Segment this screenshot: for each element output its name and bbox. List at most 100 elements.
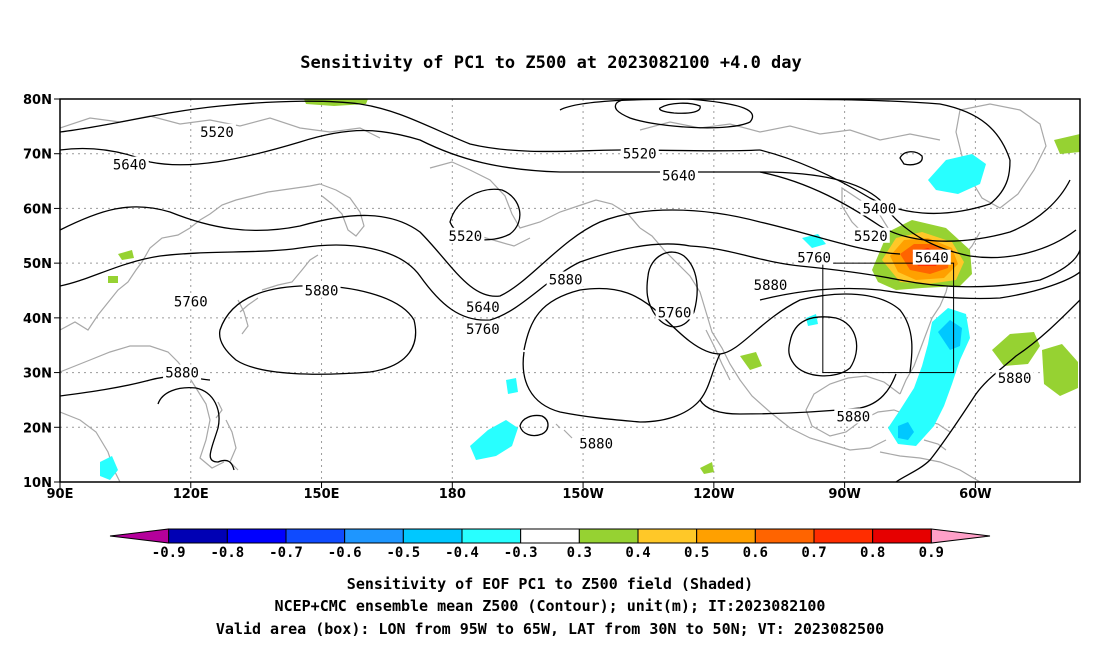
shade-blue-east-us xyxy=(938,320,962,350)
colorbar-swatch xyxy=(754,528,815,544)
colorbar-arrow-right xyxy=(930,528,991,544)
colorbar-swatch xyxy=(578,528,639,544)
colorbar-swatch xyxy=(872,528,932,544)
z500-contours xyxy=(60,99,1080,482)
lon-tick-label: 180 xyxy=(439,487,466,502)
contour-label: 5760 xyxy=(797,251,831,267)
contour-5880-atlantic xyxy=(895,299,1080,482)
shade-cyan-greenland xyxy=(928,154,986,194)
colorbar-label: 0.4 xyxy=(625,545,650,561)
colorbar-swatch xyxy=(813,528,874,544)
colorbar-swatch xyxy=(637,528,698,544)
contour-label: 5880 xyxy=(549,273,583,289)
figure-title: Sensitivity of PC1 to Z500 at 2023082100… xyxy=(300,53,802,73)
contour-5760-canada xyxy=(689,245,1080,288)
colorbar-arrow-left xyxy=(109,528,170,544)
colorbar-label: -0.5 xyxy=(386,545,420,561)
contour-5880-closed-hawaii xyxy=(519,414,549,437)
coastline-baja xyxy=(705,329,731,381)
lon-tick-label: 120W xyxy=(693,487,734,502)
colorbar-label: -0.7 xyxy=(269,545,303,561)
contour-label-bg xyxy=(834,408,873,424)
contour-label-bg xyxy=(659,167,698,183)
contour-5880-caribbean xyxy=(699,373,897,415)
contour-label: 5760 xyxy=(466,322,500,338)
colorbar-swatch xyxy=(168,528,228,544)
contour-label: 5880 xyxy=(305,284,339,300)
contour-label-bg xyxy=(463,320,502,336)
colorbar-label: 0.6 xyxy=(743,545,768,561)
caption-line-2: NCEP+CMC ensemble mean Z500 (Contour); u… xyxy=(275,597,826,615)
colorbar-label: -0.3 xyxy=(504,545,538,561)
longitude-ticks: 90E 120E 150E 180 150W 120W 90W 60W xyxy=(47,482,992,502)
contour-label-bg xyxy=(546,271,585,287)
colorbar-label: 0.5 xyxy=(684,545,709,561)
lat-tick-label: 80N xyxy=(23,93,52,108)
shade-green-greenland-east xyxy=(1054,134,1080,154)
contour-label-bg xyxy=(995,370,1034,386)
colorbar-swatch xyxy=(285,528,346,544)
shade-green-atlantic-2 xyxy=(1042,344,1078,396)
valid-area-box xyxy=(822,262,955,374)
contour-label-bg xyxy=(795,249,834,265)
lat-tick-label: 40N xyxy=(23,312,52,327)
lat-tick-label: 10N xyxy=(23,476,52,491)
colorbar-label: -0.4 xyxy=(445,545,479,561)
colorbar-label: 0.3 xyxy=(567,545,592,561)
contour-label: 5400 xyxy=(863,201,897,217)
colorbar-label: -0.6 xyxy=(328,545,362,561)
coastline-canada-north xyxy=(639,121,941,141)
contour-labels: 5520 5640 5520 5640 5520 5400 5520 5760 5640 5760… xyxy=(110,123,1034,453)
colorbar-label: 0.9 xyxy=(919,545,944,561)
colorbar-swatch xyxy=(402,528,463,544)
contour-label: 5880 xyxy=(754,278,788,294)
lat-tick-label: 70N xyxy=(23,148,52,163)
colorbar-label: 0.8 xyxy=(860,545,885,561)
contour-label-bg xyxy=(655,304,694,320)
caption-line-1: Sensitivity of EOF PC1 to Z500 field (Sh… xyxy=(347,575,753,593)
shade-cyan-central-pacific xyxy=(470,420,518,460)
contour-label-bg xyxy=(446,227,485,243)
contour-label: 5640 xyxy=(466,300,500,316)
lon-tick-label: 150W xyxy=(562,487,603,502)
contour-label-bg xyxy=(912,249,951,265)
contour-5880-south-pacific xyxy=(522,351,721,423)
contour-label: 5880 xyxy=(836,409,870,425)
contour-label-bg xyxy=(620,145,659,161)
contour-north-high xyxy=(614,99,753,129)
colorbar-label: -0.9 xyxy=(152,545,186,561)
contour-5880-closed-us xyxy=(788,316,858,377)
shade-cyan-central-pacific-small xyxy=(506,378,518,394)
coastline-siberia-north xyxy=(60,115,381,139)
contour-label: 5520 xyxy=(623,147,657,163)
colorbar-label: -0.8 xyxy=(210,545,244,561)
shade-green-mexico xyxy=(740,352,762,370)
coastline-gulf xyxy=(805,375,925,437)
coastline-kamchatka xyxy=(319,183,365,237)
contour-label-bg xyxy=(577,435,616,451)
contour-5640-canada xyxy=(879,199,1077,259)
contour-label-bg xyxy=(302,282,341,298)
contour-5520-canada xyxy=(759,171,1071,242)
coastline-korea xyxy=(237,299,249,335)
contour-5760-trough xyxy=(60,243,691,321)
caption-line-3: Valid area (box): LON from 95W to 65W, L… xyxy=(216,620,884,638)
contour-5640-trough xyxy=(60,206,901,297)
contour-label: 5880 xyxy=(579,437,613,453)
contour-label: 5760 xyxy=(174,294,208,310)
contour-5880-closed-west xyxy=(218,285,417,375)
lat-tick-label: 60N xyxy=(23,202,52,217)
contour-label: 5640 xyxy=(113,158,147,174)
contour-label: 5640 xyxy=(915,251,949,267)
colorbar-swatch xyxy=(520,528,580,544)
coastline-asia xyxy=(60,183,321,331)
contour-label-bg xyxy=(860,200,899,216)
latitude-ticks: 80N 70N 60N 50N 40N 30N 20N 10N xyxy=(23,93,60,491)
lat-tick-label: 20N xyxy=(23,421,52,436)
shade-green-china xyxy=(108,276,118,283)
coastline-greenland xyxy=(955,103,1047,209)
contour-label: 5520 xyxy=(854,229,888,245)
lon-tick-label: 90W xyxy=(828,487,860,502)
contour-greenland-low xyxy=(899,151,923,166)
